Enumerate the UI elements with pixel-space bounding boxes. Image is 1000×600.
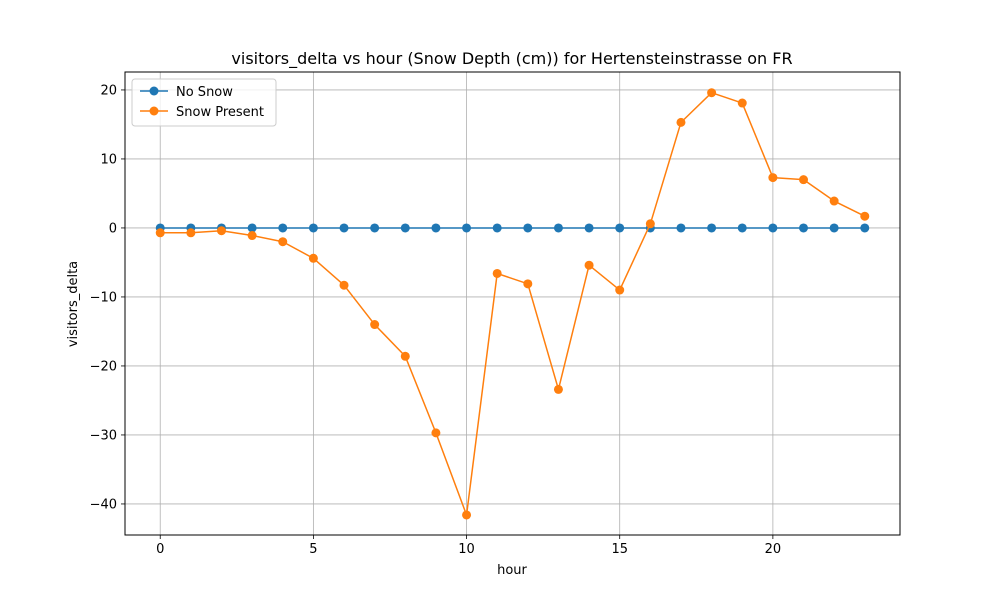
chart-title: visitors_delta vs hour (Snow Depth (cm))… bbox=[231, 49, 792, 69]
data-point-no-snow bbox=[278, 223, 288, 233]
data-point-no-snow bbox=[553, 223, 563, 233]
data-point-snow-present bbox=[553, 384, 563, 394]
axis-ticks: 0 5 10 15 20 −40 −30 −20 −10 0 10 20 bbox=[90, 83, 782, 557]
y-tick-label: 10 bbox=[100, 152, 117, 167]
data-point-no-snow bbox=[370, 223, 380, 233]
data-point-snow-present bbox=[676, 117, 686, 127]
data-point-snow-present bbox=[492, 268, 502, 278]
data-point-snow-present bbox=[339, 280, 349, 290]
data-point-snow-present bbox=[799, 175, 809, 185]
legend: No Snow Snow Present bbox=[131, 78, 277, 127]
data-point-snow-present bbox=[523, 279, 533, 289]
data-point-no-snow bbox=[247, 223, 257, 233]
data-point-snow-present bbox=[768, 173, 778, 183]
x-tick-label: 20 bbox=[765, 542, 782, 557]
data-point-no-snow bbox=[523, 223, 533, 233]
y-tick-label: 20 bbox=[100, 83, 117, 98]
data-point-snow-present bbox=[370, 320, 380, 330]
data-point-snow-present bbox=[216, 226, 226, 236]
data-point-no-snow bbox=[339, 223, 349, 233]
data-point-no-snow bbox=[400, 223, 410, 233]
data-point-snow-present bbox=[431, 428, 441, 438]
y-tick-label: −30 bbox=[90, 428, 117, 443]
y-tick-label: −40 bbox=[90, 497, 117, 512]
data-point-snow-present bbox=[155, 228, 165, 238]
data-point-no-snow bbox=[737, 223, 747, 233]
data-point-no-snow bbox=[860, 223, 870, 233]
series-snow-present bbox=[155, 88, 870, 520]
data-point-no-snow bbox=[829, 223, 839, 233]
data-point-no-snow bbox=[462, 223, 472, 233]
data-point-snow-present bbox=[278, 237, 288, 247]
data-point-snow-present bbox=[308, 253, 318, 263]
data-point-no-snow bbox=[676, 223, 686, 233]
data-point-snow-present bbox=[615, 285, 625, 295]
data-point-snow-present bbox=[400, 351, 410, 361]
plot-frame bbox=[124, 71, 901, 536]
data-point-no-snow bbox=[707, 223, 717, 233]
x-tick-label: 15 bbox=[611, 542, 628, 557]
legend-marker-snow-present bbox=[149, 106, 159, 116]
x-tick-label: 0 bbox=[156, 542, 164, 557]
series-line-snow-present bbox=[160, 91, 866, 516]
data-point-snow-present bbox=[462, 510, 472, 520]
data-point-no-snow bbox=[615, 223, 625, 233]
data-point-snow-present bbox=[829, 196, 839, 206]
data-point-no-snow bbox=[492, 223, 502, 233]
data-point-no-snow bbox=[431, 223, 441, 233]
legend-label-snow-present: Snow Present bbox=[176, 105, 264, 120]
data-point-snow-present bbox=[860, 211, 870, 221]
data-point-snow-present bbox=[584, 260, 594, 270]
series-layer bbox=[155, 88, 870, 520]
data-point-no-snow bbox=[584, 223, 594, 233]
data-point-no-snow bbox=[308, 223, 318, 233]
data-point-snow-present bbox=[247, 231, 257, 241]
x-tick-label: 5 bbox=[309, 542, 317, 557]
data-point-no-snow bbox=[799, 223, 809, 233]
data-point-snow-present bbox=[707, 88, 717, 98]
x-tick-label: 10 bbox=[458, 542, 475, 557]
legend-marker-no-snow bbox=[149, 86, 159, 96]
legend-label-no-snow: No Snow bbox=[176, 85, 233, 100]
y-axis-label: visitors_delta bbox=[66, 261, 81, 347]
y-tick-label: 0 bbox=[109, 221, 117, 236]
y-tick-label: −10 bbox=[90, 290, 117, 305]
data-point-snow-present bbox=[645, 219, 655, 229]
y-tick-label: −20 bbox=[90, 359, 117, 374]
x-axis-label: hour bbox=[497, 563, 527, 578]
data-point-snow-present bbox=[186, 228, 196, 238]
data-point-no-snow bbox=[768, 223, 778, 233]
data-point-snow-present bbox=[737, 98, 747, 108]
